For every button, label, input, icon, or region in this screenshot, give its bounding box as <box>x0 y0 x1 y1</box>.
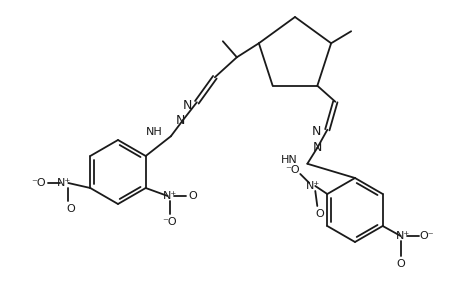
Text: N⁺: N⁺ <box>57 178 71 188</box>
Text: N: N <box>176 114 185 127</box>
Text: O⁻: O⁻ <box>420 231 434 241</box>
Text: N: N <box>183 99 192 112</box>
Text: O: O <box>66 204 75 214</box>
Text: N: N <box>312 125 321 138</box>
Text: N: N <box>313 141 322 154</box>
Text: NH: NH <box>146 127 163 137</box>
Text: HN: HN <box>280 155 298 165</box>
Text: N⁺: N⁺ <box>306 181 320 191</box>
Text: O: O <box>188 191 197 201</box>
Text: ⁻O: ⁻O <box>162 217 177 227</box>
Text: N⁺: N⁺ <box>163 191 177 201</box>
Text: O: O <box>396 259 405 269</box>
Text: N⁺: N⁺ <box>395 231 410 241</box>
Text: O: O <box>315 209 324 219</box>
Text: ⁻O: ⁻O <box>31 178 45 188</box>
Text: ⁻O: ⁻O <box>285 165 299 175</box>
